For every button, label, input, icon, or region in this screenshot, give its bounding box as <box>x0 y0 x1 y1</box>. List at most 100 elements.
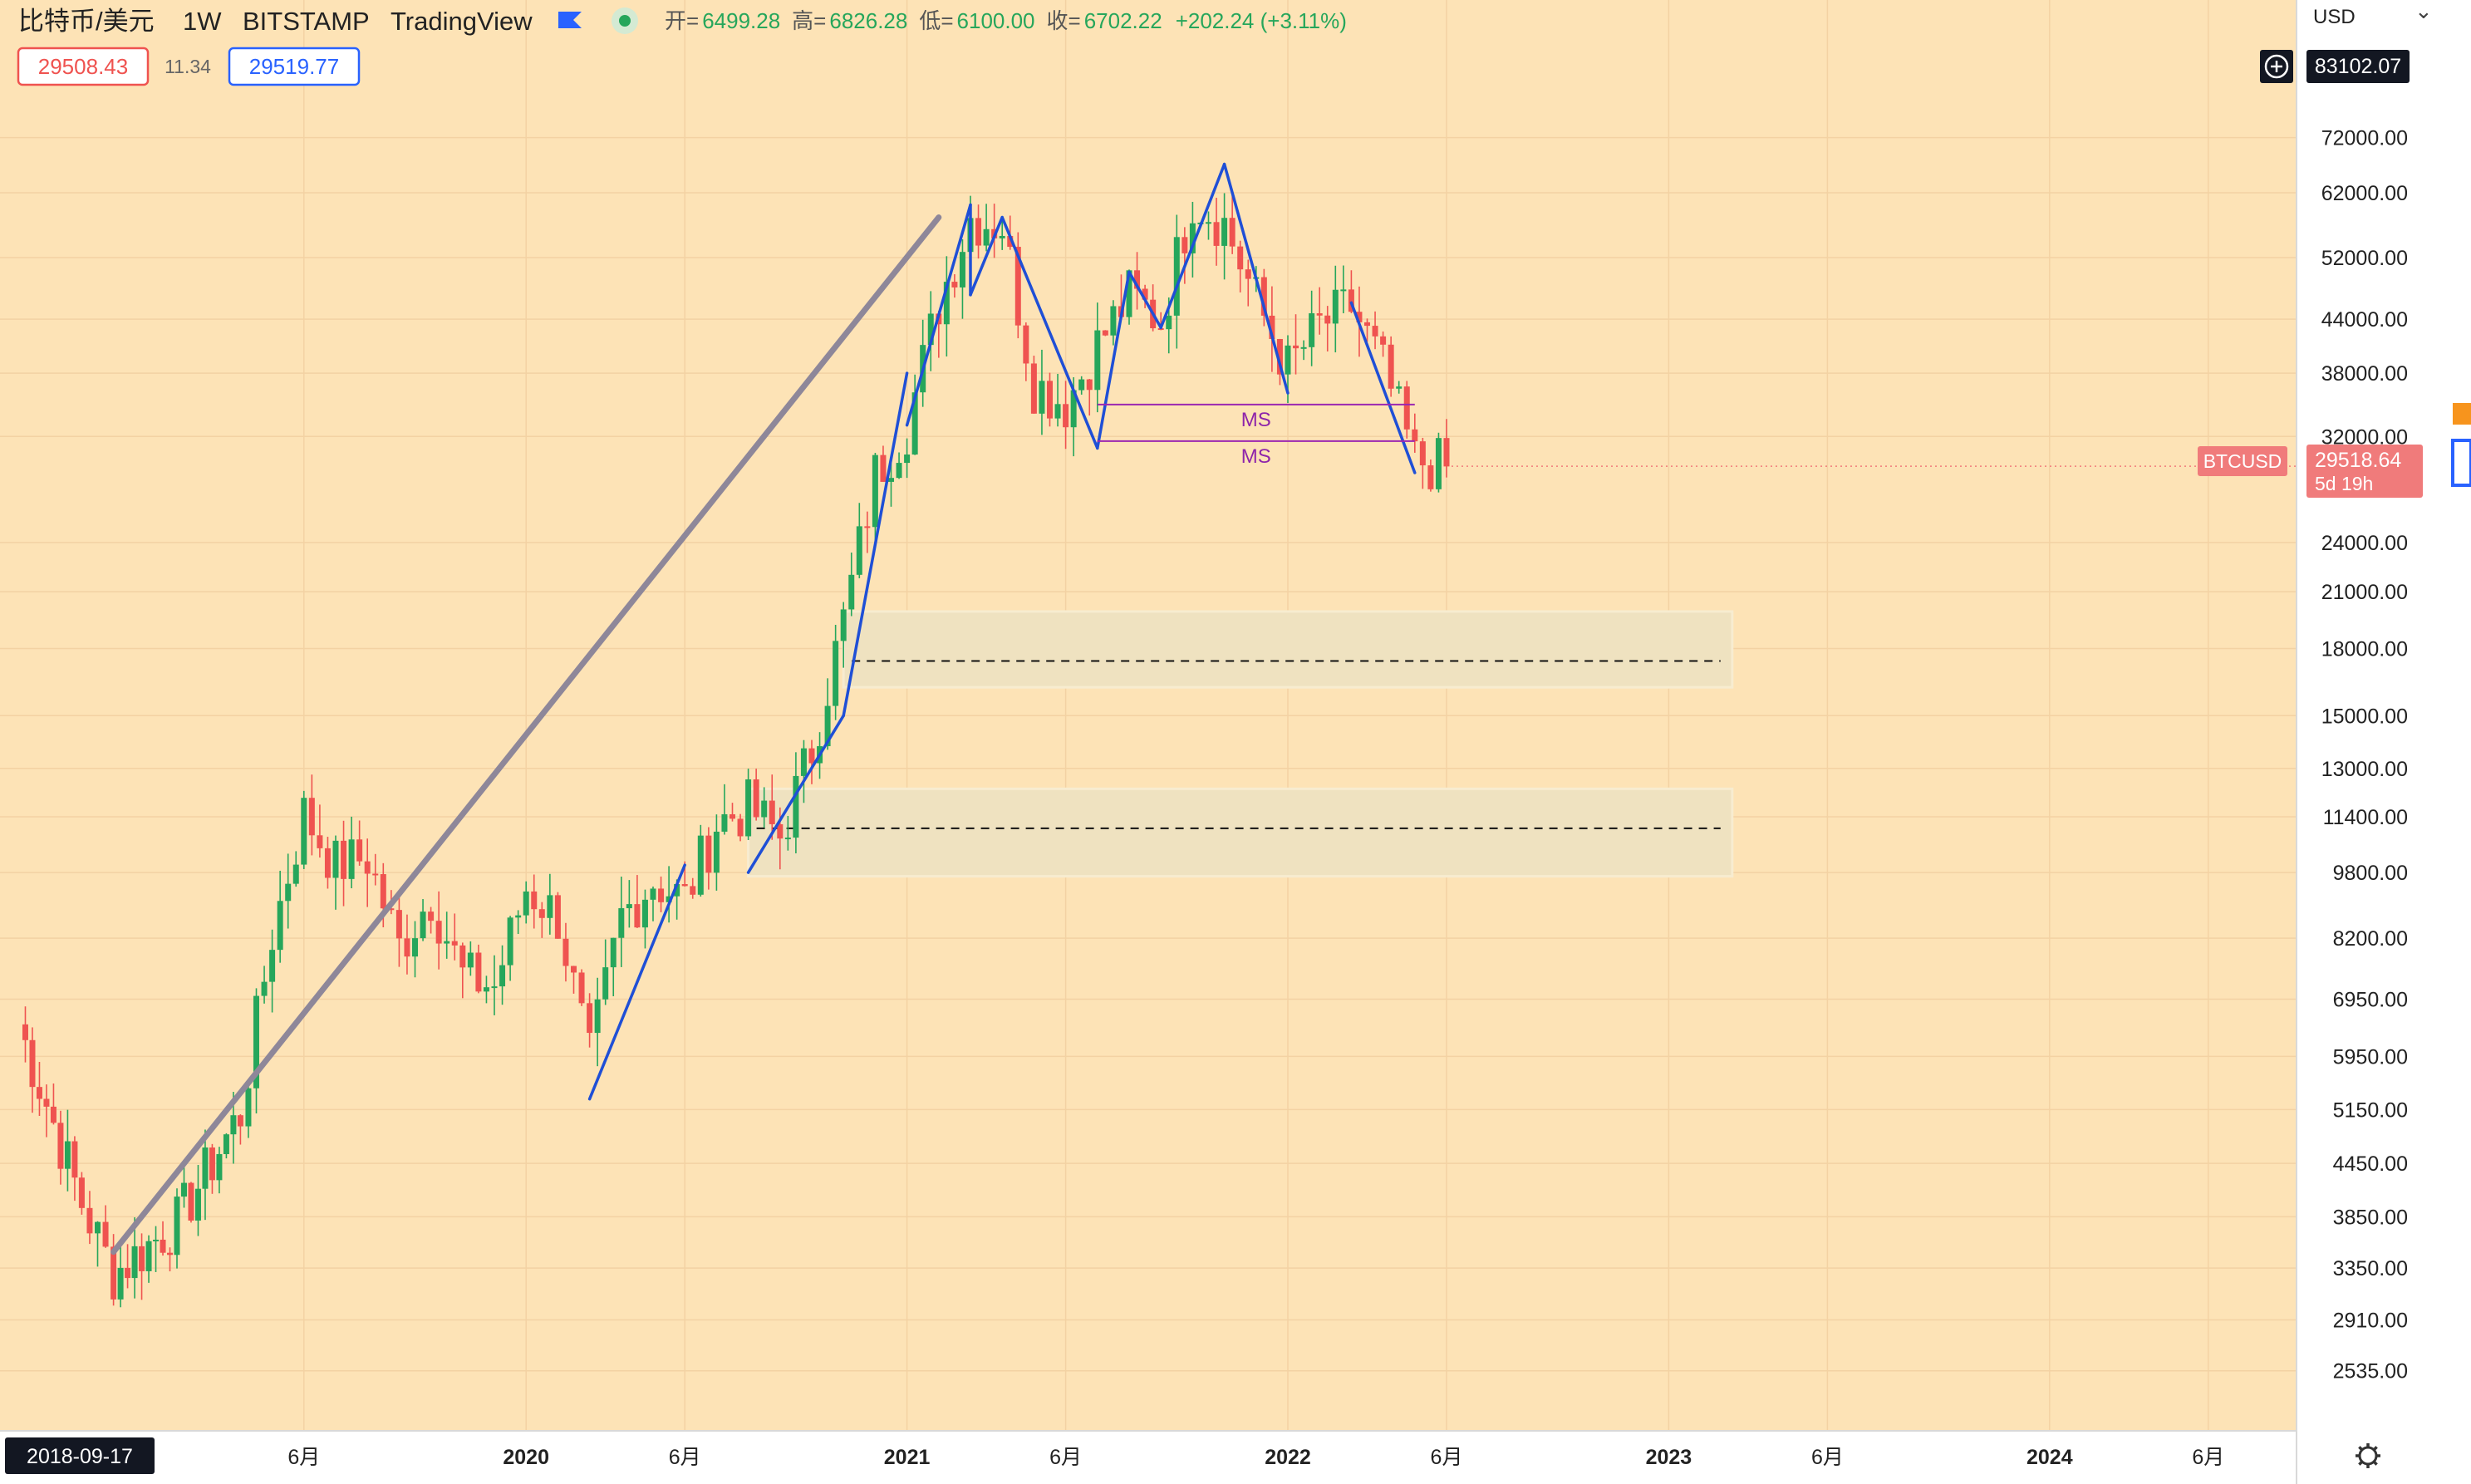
price-tick-label: 38000.00 <box>2321 362 2408 386</box>
market-status-dot <box>619 15 631 27</box>
candle-body <box>1380 336 1387 345</box>
candle-body <box>705 835 712 873</box>
low-value: 6100.00 <box>957 8 1035 33</box>
candle-body <box>808 748 815 764</box>
candle-body <box>610 937 617 968</box>
price-tick-label: 8200.00 <box>2333 927 2408 951</box>
candle-body <box>1039 381 1045 414</box>
candle-body <box>983 228 990 246</box>
trend-line[interactable] <box>1127 270 1162 330</box>
price-tick-label: 2535.00 <box>2333 1360 2408 1383</box>
price-tick-label: 15000.00 <box>2321 705 2408 728</box>
candle-body <box>1435 438 1442 489</box>
candle-body <box>317 835 323 848</box>
time-label-year: 2021 <box>884 1446 931 1469</box>
candle-body <box>1364 322 1370 327</box>
time-label-month: 6月 <box>287 1446 320 1469</box>
candle-body <box>690 886 696 895</box>
plus-circle-icon[interactable] <box>2264 54 2289 79</box>
candle-body <box>78 1177 85 1208</box>
time-label-month: 6月 <box>1811 1446 1844 1469</box>
candle-body <box>117 1267 124 1300</box>
symbol-name[interactable]: 比特币/美元 <box>18 7 155 36</box>
candle-body <box>285 883 292 902</box>
candle-body <box>308 798 315 836</box>
candle-body <box>1206 222 1211 224</box>
buy-price: 29519.77 <box>249 54 339 79</box>
trend-line[interactable] <box>905 203 972 427</box>
price-tick-label: 4450.00 <box>2333 1152 2408 1176</box>
trend-line[interactable] <box>969 215 1004 297</box>
candle-body <box>1221 218 1228 246</box>
candle-body <box>1332 289 1339 324</box>
candle-body <box>1166 315 1172 330</box>
trend-line[interactable] <box>842 371 909 718</box>
candle-body <box>721 813 728 832</box>
change-value: +202.24 (+3.11%) <box>1176 8 1347 33</box>
candle-body <box>880 455 887 482</box>
trend-line[interactable] <box>1349 301 1417 474</box>
trend-line[interactable] <box>1159 162 1226 330</box>
candle-body <box>1340 289 1347 292</box>
candle-body <box>36 1087 42 1099</box>
candle-body <box>499 965 506 987</box>
trend-line[interactable] <box>1222 162 1290 395</box>
crosshair-price-value: 83102.07 <box>2315 55 2401 78</box>
gear-tooth <box>2372 1460 2378 1466</box>
support-zone-rect[interactable] <box>747 787 1734 878</box>
support-zone-rect[interactable] <box>842 610 1734 689</box>
candle-body <box>1260 277 1267 316</box>
candle-body <box>824 705 831 747</box>
candle-body <box>364 861 371 874</box>
currency-selector-label[interactable]: USD <box>2313 6 2356 28</box>
candle-body <box>167 1252 174 1256</box>
candle-body <box>848 574 855 610</box>
candle-body <box>483 987 489 992</box>
candle-body <box>618 908 625 938</box>
price-tick-label: 6950.00 <box>2333 988 2408 1011</box>
candle-body <box>571 966 577 973</box>
last-price-value: 29518.64 <box>2315 449 2401 472</box>
candle-body <box>800 748 807 776</box>
candle-body <box>761 800 768 818</box>
candle-body <box>951 282 958 287</box>
buy-button[interactable] <box>228 47 361 86</box>
candle-body <box>681 884 688 887</box>
candle-body <box>1443 438 1450 467</box>
trend-line[interactable] <box>587 863 686 1101</box>
candle-body <box>1403 386 1410 430</box>
close-label: 收= <box>1047 8 1081 33</box>
long-trend-line[interactable] <box>111 214 942 1256</box>
gear-tooth <box>2358 1446 2364 1452</box>
candle-body <box>57 1123 64 1169</box>
candle-body <box>341 840 347 879</box>
market-structure-levels: MS MS <box>1097 403 1415 468</box>
candle-body <box>1285 345 1291 375</box>
candle-body <box>223 1134 229 1154</box>
candle-body <box>674 884 680 897</box>
candle-body <box>562 938 569 966</box>
sell-button[interactable] <box>17 47 150 86</box>
candle-body <box>641 899 648 928</box>
trend-line[interactable] <box>1000 215 1099 450</box>
candle-body <box>22 1024 28 1040</box>
price-tick-label: 21000.00 <box>2321 581 2408 604</box>
price-tick-label: 5950.00 <box>2333 1045 2408 1069</box>
price-tick-label: 2910.00 <box>2333 1310 2408 1333</box>
candle-body <box>1427 465 1434 489</box>
time-label-year: 2024 <box>2026 1446 2073 1469</box>
flag-icon[interactable] <box>558 12 582 28</box>
candle-body <box>554 895 561 939</box>
chevron-down-icon[interactable]: ⌄ <box>2415 0 2433 24</box>
interval-label[interactable]: 1W <box>183 7 222 36</box>
candle-body <box>125 1267 131 1279</box>
candle-body <box>50 1106 56 1123</box>
candle-body <box>1309 313 1315 347</box>
candle-body <box>730 813 735 819</box>
candle-body <box>102 1221 109 1247</box>
candle-body <box>1054 404 1061 419</box>
legend-header: 比特币/美元 1W BITSTAMP TradingView 开= 6499.28 高= 68… <box>17 7 1347 86</box>
trend-line[interactable] <box>1096 270 1131 450</box>
trend-line[interactable] <box>746 714 845 874</box>
